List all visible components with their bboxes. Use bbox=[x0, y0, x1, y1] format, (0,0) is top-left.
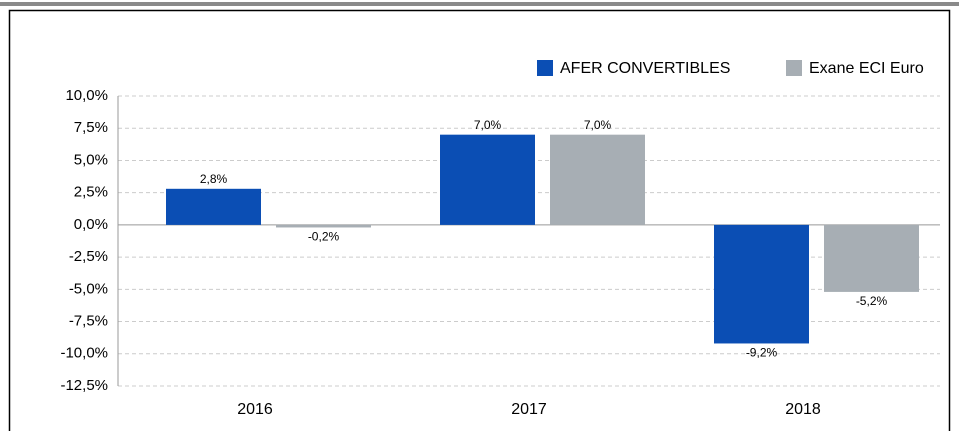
bar bbox=[824, 224, 919, 292]
y-tick-label: 2,5% bbox=[74, 184, 108, 201]
y-tick-label: 10,0% bbox=[65, 87, 108, 104]
y-tick-label: 5,0% bbox=[74, 151, 108, 168]
x-tick-label: 2016 bbox=[237, 401, 273, 418]
value-label: 7,0% bbox=[474, 118, 502, 132]
y-tick-label: -5,0% bbox=[69, 280, 108, 297]
frame bbox=[8, 9, 951, 431]
legend-label: Exane ECI Euro bbox=[809, 60, 924, 77]
y-tick-label: -10,0% bbox=[60, 345, 108, 362]
legend-swatch bbox=[786, 60, 802, 76]
value-label: 2,8% bbox=[200, 172, 228, 186]
x-tick-label: 2017 bbox=[511, 401, 547, 418]
bar bbox=[550, 134, 645, 225]
top-rule bbox=[0, 2, 959, 6]
value-label: -0,2% bbox=[308, 230, 340, 244]
y-tick-label: -2,5% bbox=[69, 248, 108, 265]
bar bbox=[276, 224, 371, 228]
bar bbox=[714, 224, 809, 344]
bar bbox=[440, 134, 535, 225]
y-tick-label: -7,5% bbox=[69, 313, 108, 330]
value-label: 7,0% bbox=[584, 118, 612, 132]
y-tick-label: -12,5% bbox=[60, 377, 108, 394]
value-label: -9,2% bbox=[746, 346, 778, 360]
bar bbox=[166, 188, 261, 225]
value-label: -5,2% bbox=[856, 294, 888, 308]
y-tick-label: 7,5% bbox=[74, 119, 108, 136]
x-tick-label: 2018 bbox=[785, 401, 821, 418]
legend-label: AFER CONVERTIBLES bbox=[560, 60, 730, 77]
legend-swatch bbox=[537, 60, 553, 76]
y-tick-label: 0,0% bbox=[74, 216, 108, 233]
